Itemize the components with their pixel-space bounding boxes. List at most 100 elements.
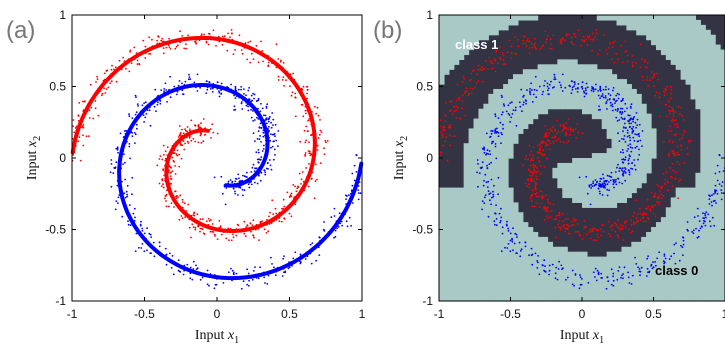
data-point bbox=[308, 150, 311, 153]
data-point bbox=[162, 183, 164, 186]
data-point bbox=[448, 134, 451, 137]
data-point bbox=[317, 114, 320, 117]
data-point bbox=[103, 87, 105, 90]
data-point bbox=[218, 91, 221, 94]
data-point bbox=[631, 147, 634, 149]
data-point bbox=[479, 68, 482, 71]
data-point bbox=[301, 89, 304, 91]
data-point bbox=[597, 90, 599, 92]
data-point bbox=[628, 157, 631, 160]
data-point bbox=[249, 61, 252, 64]
data-point bbox=[632, 221, 635, 224]
data-point bbox=[169, 175, 172, 178]
series-curve bbox=[117, 83, 364, 281]
data-point bbox=[617, 219, 619, 222]
data-point bbox=[655, 264, 657, 267]
data-point bbox=[464, 114, 466, 117]
data-point bbox=[592, 182, 594, 185]
data-point bbox=[532, 166, 535, 169]
data-point bbox=[615, 183, 618, 186]
data-point bbox=[567, 140, 570, 143]
data-point bbox=[125, 190, 128, 193]
data-point bbox=[271, 263, 273, 265]
data-point bbox=[201, 276, 204, 279]
data-point bbox=[171, 170, 174, 173]
data-point bbox=[259, 110, 262, 113]
data-point bbox=[624, 102, 627, 105]
data-point bbox=[213, 287, 216, 290]
data-point bbox=[272, 213, 275, 216]
data-point bbox=[612, 284, 615, 287]
data-point bbox=[167, 205, 170, 208]
data-point bbox=[614, 230, 617, 233]
data-point bbox=[310, 177, 313, 180]
data-point bbox=[529, 174, 531, 177]
data-point bbox=[609, 235, 612, 238]
data-point bbox=[686, 221, 689, 223]
data-point bbox=[521, 110, 523, 113]
data-point bbox=[674, 123, 676, 126]
data-point bbox=[547, 93, 550, 95]
data-point bbox=[526, 185, 529, 188]
data-point bbox=[684, 131, 686, 134]
data-point bbox=[110, 185, 113, 188]
data-point bbox=[511, 237, 513, 240]
data-point bbox=[606, 174, 609, 177]
data-point bbox=[222, 282, 225, 284]
data-point bbox=[252, 234, 255, 237]
data-point bbox=[627, 159, 630, 162]
data-point bbox=[445, 136, 448, 139]
data-point bbox=[135, 111, 138, 114]
data-point bbox=[573, 32, 575, 35]
data-point bbox=[590, 89, 593, 92]
data-point bbox=[555, 236, 558, 239]
data-point bbox=[477, 80, 480, 83]
data-point bbox=[517, 45, 520, 47]
data-point bbox=[270, 168, 273, 171]
data-point bbox=[198, 126, 201, 129]
data-point bbox=[117, 202, 119, 205]
data-point bbox=[115, 80, 118, 83]
data-point bbox=[580, 45, 582, 47]
data-point bbox=[250, 180, 253, 183]
data-point bbox=[148, 36, 151, 39]
data-point bbox=[577, 83, 580, 85]
data-point bbox=[523, 35, 525, 38]
data-point bbox=[708, 198, 711, 201]
data-point bbox=[115, 200, 118, 203]
data-point bbox=[211, 91, 214, 93]
data-point bbox=[181, 35, 184, 37]
data-point bbox=[130, 62, 133, 64]
data-point bbox=[509, 102, 511, 104]
data-point bbox=[255, 151, 258, 154]
data-point bbox=[690, 140, 693, 142]
data-point bbox=[622, 151, 625, 154]
data-point bbox=[596, 38, 598, 41]
data-point bbox=[137, 105, 140, 107]
data-point bbox=[244, 175, 247, 178]
data-point bbox=[488, 150, 491, 152]
data-point bbox=[140, 247, 143, 249]
data-point bbox=[630, 223, 633, 226]
x-tick-label: 0.5 bbox=[645, 307, 662, 321]
data-point bbox=[527, 183, 530, 186]
data-point bbox=[543, 84, 545, 87]
data-point bbox=[600, 228, 603, 231]
data-point bbox=[281, 79, 284, 81]
data-point bbox=[184, 142, 187, 145]
data-point bbox=[179, 30, 181, 33]
data-point bbox=[633, 159, 635, 161]
data-point bbox=[282, 257, 284, 260]
data-point bbox=[129, 49, 132, 52]
data-point bbox=[190, 236, 192, 239]
data-point bbox=[610, 283, 613, 286]
data-point bbox=[143, 250, 146, 253]
data-point bbox=[543, 165, 546, 168]
data-point bbox=[624, 127, 627, 129]
data-point bbox=[223, 35, 226, 38]
data-point bbox=[175, 93, 178, 96]
data-point bbox=[176, 90, 179, 93]
data-point bbox=[208, 81, 211, 84]
data-point bbox=[287, 267, 290, 270]
data-point bbox=[546, 38, 548, 40]
